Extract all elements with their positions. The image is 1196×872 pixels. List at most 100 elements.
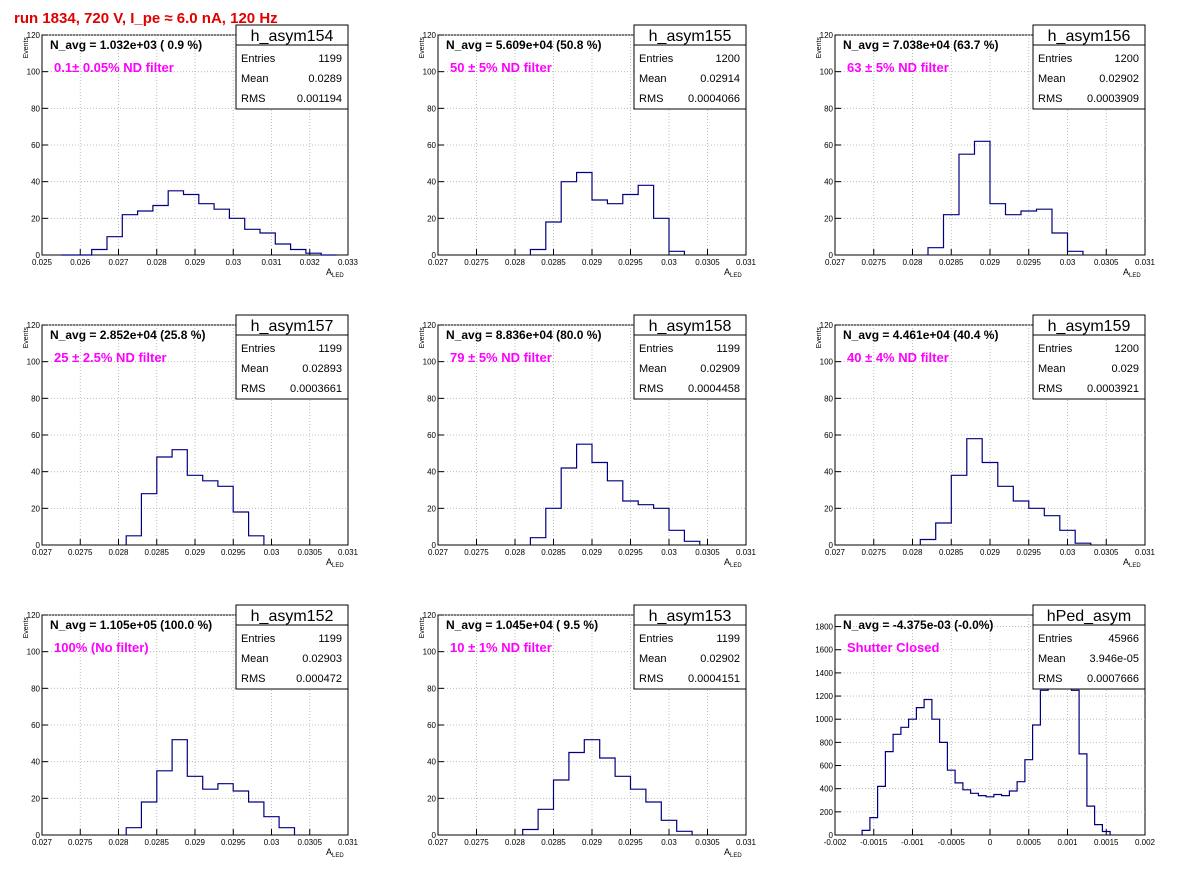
y-tick-label: 60 <box>31 721 40 730</box>
x-tick-label: 0.032 <box>300 258 321 267</box>
n-avg-label: N_avg = 1.032e+03 ( 0.9 %) <box>50 38 202 52</box>
stats-value: 0.0003921 <box>1087 383 1139 395</box>
x-tick-label: 0.03 <box>661 258 677 267</box>
x-tick-label: 0.03 <box>1060 548 1076 557</box>
histogram-line <box>522 739 693 835</box>
y-tick-label: 0 <box>829 831 834 840</box>
x-tick-label: 0.025 <box>32 258 53 267</box>
filter-label: 10 ± 1% ND filter <box>450 640 552 655</box>
filter-label: Shutter Closed <box>847 640 940 655</box>
x-axis-title: ALED <box>326 557 344 569</box>
stats-label: Entries <box>639 53 674 65</box>
stats-value: 0.0004066 <box>688 93 740 105</box>
x-axis-title-main: A <box>724 557 730 567</box>
stats-label: Entries <box>1038 343 1073 355</box>
x-tick-label: 0.031 <box>1135 548 1156 557</box>
y-axis-title: Events <box>23 327 30 349</box>
stats-value: 1199 <box>318 343 342 355</box>
stats-box <box>633 314 747 400</box>
y-tick-label: 60 <box>427 141 436 150</box>
x-tick-label: 0.031 <box>736 548 757 557</box>
x-tick-label: 0.028 <box>505 258 526 267</box>
x-tick-label: 0.0295 <box>221 838 246 847</box>
stats-box <box>1032 314 1146 400</box>
x-axis-title: ALED <box>326 267 344 279</box>
histogram-panel-h_asym157: 0 20 40 60 80 100 120 0.027 0.0275 0.028 0.0285 0.0… <box>23 314 359 569</box>
x-tick-label: 0.0305 <box>1094 548 1119 557</box>
y-tick-label: 120 <box>27 611 41 620</box>
y-tick-label: 400 <box>820 785 834 794</box>
x-tick-label: 0.026 <box>70 258 91 267</box>
y-tick-label: 60 <box>31 431 40 440</box>
histogram-name: h_asym157 <box>251 318 334 335</box>
stats-value: 0.001194 <box>297 93 342 105</box>
x-tick-label: 0.027 <box>825 258 846 267</box>
x-axis-title-sub: LED <box>730 853 742 859</box>
y-tick-label: 100 <box>423 358 437 367</box>
x-tick-label: -0.002 <box>824 838 847 847</box>
stats-box <box>235 24 349 110</box>
x-tick-label: 0.0295 <box>221 548 246 557</box>
y-axis-title: Events <box>419 327 426 349</box>
x-tick-label: 0.031 <box>338 548 359 557</box>
x-tick-label: 0.0275 <box>862 258 887 267</box>
y-tick-label: 80 <box>824 394 833 403</box>
stats-box <box>235 314 349 400</box>
x-tick-label: 0.0015 <box>1094 838 1119 847</box>
x-tick-label: 0.027 <box>32 838 53 847</box>
page-title: run 1834, 720 V, I_pe ≈ 6.0 nA, 120 Hz <box>14 10 278 27</box>
y-tick-label: 120 <box>423 31 437 40</box>
y-tick-label: 40 <box>31 178 40 187</box>
x-tick-label: 0.0275 <box>464 548 489 557</box>
filter-label: 25 ± 2.5% ND filter <box>54 350 167 365</box>
y-tick-label: 1800 <box>815 623 833 632</box>
y-tick-label: 20 <box>427 214 436 223</box>
stats-label: RMS <box>1038 93 1062 105</box>
stats-value: 0.0289 <box>308 73 342 85</box>
histogram-line <box>125 739 296 835</box>
y-tick-label: 1200 <box>815 692 833 701</box>
stats-label: Mean <box>639 653 667 665</box>
y-tick-label: 0 <box>432 831 437 840</box>
x-tick-label: 0.029 <box>185 258 206 267</box>
histogram-panel-h_asym152: 0 20 40 60 80 100 120 0.027 0.0275 0.028 0.0285 0.0… <box>23 604 359 859</box>
n-avg-label: N_avg = 1.105e+05 (100.0 %) <box>50 618 212 632</box>
stats-box <box>235 604 349 690</box>
x-axis-title-main: A <box>724 847 730 857</box>
stats-label: Mean <box>241 363 269 375</box>
x-tick-label: -0.001 <box>901 838 924 847</box>
x-axis-title-main: A <box>724 267 730 277</box>
x-axis-title-sub: LED <box>1129 563 1141 569</box>
n-avg-label: N_avg = 1.045e+04 ( 9.5 %) <box>446 618 598 632</box>
x-tick-label: 0.0295 <box>618 258 643 267</box>
y-tick-label: 20 <box>31 214 40 223</box>
stats-label: Entries <box>1038 633 1073 645</box>
y-tick-label: 40 <box>427 468 436 477</box>
x-tick-label: 0.0275 <box>68 548 93 557</box>
stats-value: 0.0004151 <box>688 673 740 685</box>
filter-label: 79 ± 5% ND filter <box>450 350 552 365</box>
stats-label: Entries <box>241 633 276 645</box>
x-tick-label: 0.028 <box>108 548 129 557</box>
stats-value: 0.000472 <box>296 673 342 685</box>
histogram-line <box>919 438 1092 545</box>
x-axis-title: ALED <box>326 847 344 859</box>
y-tick-label: 40 <box>824 468 833 477</box>
x-tick-label: 0.031 <box>1135 258 1156 267</box>
stats-value: 45966 <box>1108 633 1139 645</box>
filter-label: 63 ± 5% ND filter <box>847 60 949 75</box>
x-tick-label: 0.0295 <box>1017 548 1042 557</box>
stats-value: 0.02903 <box>302 653 342 665</box>
stats-label: Entries <box>639 343 674 355</box>
x-tick-label: 0.0305 <box>695 548 720 557</box>
x-tick-label: 0.03 <box>225 258 241 267</box>
stats-value: 3.946e-05 <box>1089 653 1139 665</box>
y-tick-label: 60 <box>31 141 40 150</box>
x-tick-label: 0.031 <box>736 258 757 267</box>
x-axis-title-sub: LED <box>1129 273 1141 279</box>
stats-box <box>633 604 747 690</box>
y-axis-title: Events <box>419 37 426 59</box>
x-tick-label: -0.0005 <box>938 838 966 847</box>
stats-label: Mean <box>1038 73 1066 85</box>
x-axis-title-main: A <box>1123 267 1129 277</box>
